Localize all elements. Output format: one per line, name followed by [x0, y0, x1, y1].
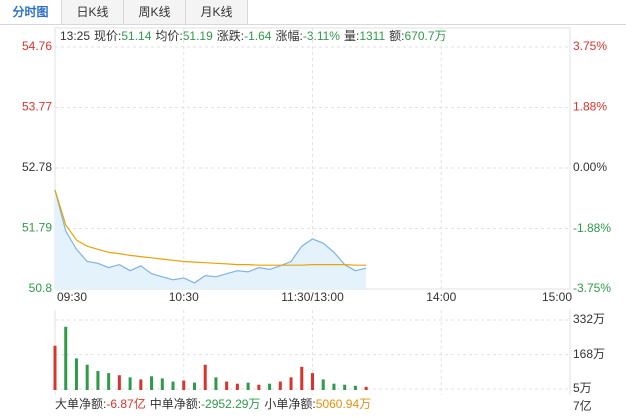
tab-bar: 分时图 日K线 周K线 月K线 — [0, 0, 626, 25]
volume-bar — [289, 377, 293, 390]
volume-bar — [74, 358, 78, 390]
fund-flow-label: 中单净额: — [150, 396, 201, 411]
volume-bar — [268, 383, 272, 390]
fund-flow-value: 5060.94万 — [316, 397, 371, 411]
volume-bar — [332, 383, 336, 390]
y2-tick-label: -1.88% — [573, 221, 611, 235]
info-label: 额: — [389, 29, 404, 43]
info-value: 51.14 — [121, 29, 151, 43]
fund-flow-value: -2952.29万 — [201, 397, 260, 411]
x-tick-label: 09:30 — [57, 290, 87, 304]
volume-bar — [353, 385, 357, 390]
volume-tick-label: 332万 — [573, 312, 605, 326]
volume-bar — [117, 375, 121, 390]
volume-bar — [364, 386, 368, 390]
volume-bar — [257, 384, 261, 390]
tab[interactable]: 月K线 — [186, 0, 248, 24]
x-tick-label: 14:00 — [426, 290, 456, 304]
volume-bar — [139, 379, 143, 390]
y2-tick-label: 1.88% — [573, 100, 607, 114]
x-tick-label: 11:30/13:00 — [281, 290, 344, 304]
tab[interactable]: 日K线 — [62, 0, 124, 24]
volume-bar — [246, 382, 250, 390]
y2-tick-label: 0.00% — [573, 160, 607, 174]
volume-bar — [53, 345, 57, 390]
price-line — [54, 189, 367, 284]
volume-tick-label: 5万 — [573, 381, 592, 395]
volume-bar — [128, 377, 132, 390]
volume-bar — [203, 364, 207, 390]
volume-bar — [214, 377, 218, 390]
volume-bar — [321, 379, 325, 390]
info-label: 量: — [344, 29, 359, 43]
amount-tick: 7亿 — [573, 398, 592, 413]
info-value: 51.19 — [183, 29, 213, 43]
y-tick-label: 53.77 — [22, 100, 52, 114]
volume-bar — [235, 383, 239, 390]
volume-bar — [300, 366, 304, 390]
volume-bar — [107, 373, 111, 390]
info-label: 均价: — [155, 29, 182, 43]
volume-bar — [150, 376, 154, 390]
volume-bar — [96, 371, 100, 390]
info-value: 1311 — [359, 29, 385, 43]
tab[interactable]: 分时图 — [0, 0, 62, 24]
y-tick-label: 52.78 — [22, 160, 52, 174]
y-tick-label: 54.76 — [22, 39, 52, 53]
info-time: 13:25 — [60, 29, 90, 43]
volume-bar — [192, 382, 196, 390]
volume-bar — [343, 384, 347, 390]
info-line: 13:25 现价:51.14 均价:51.19 涨跌:-1.64 涨幅:-3.11% 量:… — [60, 28, 447, 43]
volume-bar — [160, 378, 164, 390]
y-tick-label: 50.8 — [29, 281, 53, 295]
info-value: 670.7万 — [404, 29, 446, 43]
fund-flow: 大单净额:-6.87亿 中单净额:-2952.29万 小单净额:5060.94万 — [55, 396, 371, 411]
volume-bar — [182, 380, 186, 390]
volume-bar — [225, 381, 229, 390]
volume-bar — [64, 326, 68, 390]
volume-bar — [278, 381, 282, 390]
fund-flow-label: 小单净额: — [264, 397, 315, 411]
info-value: -1.64 — [244, 29, 272, 43]
y2-tick-label: 3.75% — [573, 39, 607, 53]
volume-tick-label: 168万 — [573, 347, 605, 361]
y2-tick-label: -3.75% — [573, 281, 611, 295]
info-label: 涨幅: — [275, 28, 302, 43]
fund-flow-value: -6.87亿 — [106, 396, 145, 411]
average-line — [54, 189, 367, 266]
info-label: 现价: — [94, 29, 121, 43]
volume-bar — [85, 364, 89, 390]
y-tick-label: 51.79 — [22, 221, 52, 235]
info-label: 涨跌: — [217, 28, 244, 43]
volume-bar — [171, 381, 175, 390]
tab[interactable]: 周K线 — [124, 0, 186, 24]
info-value: -3.11% — [303, 29, 340, 43]
volume-bar — [311, 373, 314, 390]
price-area — [55, 190, 367, 289]
fund-flow-label: 大单净额: — [55, 397, 106, 411]
x-tick-label: 15:00 — [542, 290, 572, 304]
x-tick-label: 10:30 — [169, 290, 199, 304]
